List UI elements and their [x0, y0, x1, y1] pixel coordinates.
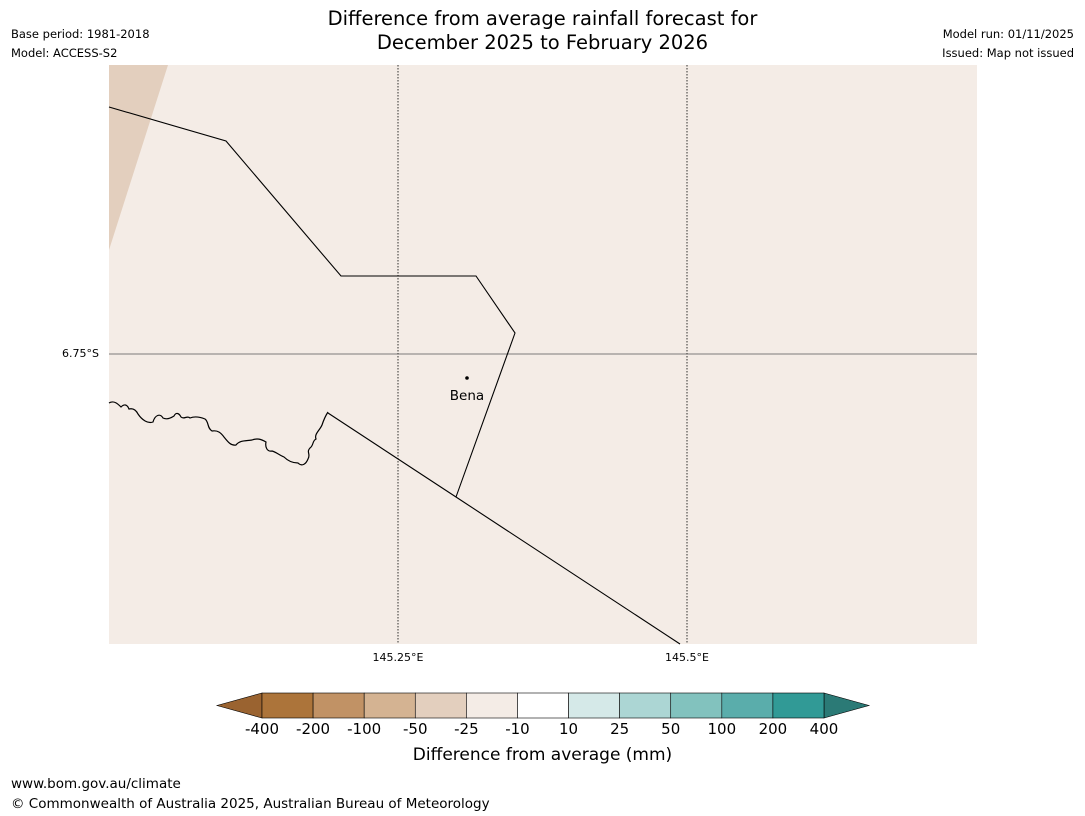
colorbar-tick-label: 10	[558, 720, 579, 738]
footer-copyright: © Commonwealth of Australia 2025, Austra…	[11, 796, 490, 812]
colorbar-tick-label: 200	[758, 720, 788, 738]
model-text: Model: ACCESS-S2	[11, 46, 118, 60]
colorbar-under-arrow	[215, 692, 263, 719]
colorbar-segment	[517, 692, 569, 719]
lon-label-145-5: 145.5°E	[665, 651, 709, 664]
base-period-text: Base period: 1981-2018	[11, 27, 150, 41]
colorbar-tick-label: 25	[610, 720, 630, 738]
colorbar-tick-label: -100	[347, 720, 382, 738]
map-title-line-1: Difference from average rainfall forecas…	[327, 7, 758, 30]
meta-left: Base period: 1981-2018 Model: ACCESS-S2	[11, 25, 150, 63]
lat-label-6-75: 6.75°S	[62, 347, 99, 360]
colorbar-tick-label: -200	[296, 720, 331, 738]
colorbar	[215, 692, 871, 719]
colorbar-segment	[261, 692, 314, 719]
colorbar-tick-label: -10	[505, 720, 530, 738]
map-title: Difference from average rainfall forecas…	[0, 7, 1085, 55]
map-title-line-2: December 2025 to February 2026	[376, 31, 709, 54]
colorbar-segment	[414, 692, 467, 719]
province-boundary	[108, 106, 516, 498]
colorbar-over-arrow	[823, 692, 871, 719]
colorbar-segments	[261, 692, 825, 719]
colorbar-tick-label: 50	[661, 720, 681, 738]
province-boundary-south	[327, 412, 681, 645]
colorbar-tick-label: 400	[809, 720, 839, 738]
colorbar-segment	[721, 692, 774, 719]
colorbar-segment	[772, 692, 825, 719]
model-run-text: Model run: 01/11/2025	[942, 27, 1074, 41]
colorbar-title: Difference from average (mm)	[412, 745, 673, 765]
colorbar-tick-label: -400	[244, 720, 280, 738]
map-background	[109, 65, 977, 644]
colorbar-tick-label: 100	[707, 720, 737, 738]
colorbar-segment	[466, 692, 518, 719]
issued-text: Issued: Map not issued	[942, 46, 1074, 60]
colorbar-segment	[619, 692, 672, 719]
lon-label-145-25: 145.25°E	[372, 651, 424, 664]
place-label-bena: Bena	[449, 388, 485, 404]
footer-url: www.bom.gov.au/climate	[11, 776, 181, 792]
colorbar-segment	[312, 692, 365, 719]
colorbar-segment	[363, 692, 416, 719]
coastline	[108, 401, 329, 466]
colorbar-tick-label: -25	[454, 720, 479, 738]
place-marker-bena	[465, 376, 469, 380]
colorbar-segment	[670, 692, 723, 719]
meta-right: Model run: 01/11/2025 Issued: Map not is…	[942, 25, 1074, 63]
colorbar-tick-label: -50	[403, 720, 428, 738]
colorbar-segment	[568, 692, 620, 719]
